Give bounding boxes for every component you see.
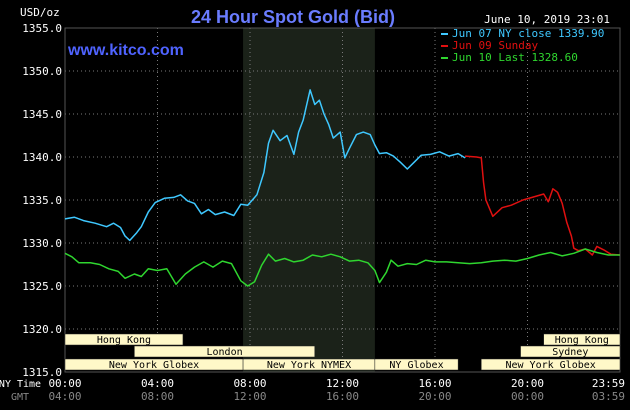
session-bar: Hong Kong [543,333,621,346]
session-bar-fill [481,358,621,371]
y-tick-label: 1320.0 [22,323,62,336]
x-tick-label: 03:59 [592,390,625,403]
session-bar: New York Globex [64,358,244,371]
series-line-jun09 [465,155,621,256]
x-tick-label: 23:59 [592,377,625,390]
x-tick-label: 12:00 [326,377,359,390]
session-label: Sydney [552,347,588,358]
x-tick-label: 08:00 [233,377,266,390]
session-bar-fill [64,333,184,346]
session-bar: New York Globex [481,358,621,371]
session-label: London [207,347,243,358]
session-bar: Sydney [520,345,621,358]
legend-entry: Jun 09 Sunday [452,39,538,52]
datetime-label: June 10, 2019 23:01 [484,13,610,26]
website-label: www.kitco.com [67,42,184,59]
y-tick-label: 1325.0 [22,280,62,293]
nymex-shaded-region [243,28,375,372]
x-tick-label: 04:00 [141,377,174,390]
x-tick-label: 12:00 [233,390,266,403]
plot-frame [64,27,621,373]
x-tick-label: 08:00 [141,390,174,403]
x-tick-label: 00:00 [48,377,81,390]
x-tick-label: 20:00 [511,377,544,390]
y-tick-label: 1335.0 [22,194,62,207]
session-label: New York NYMEX [267,360,351,371]
x-tick-label: 16:00 [326,390,359,403]
session-bar: New York NYMEX [242,358,376,371]
y-tick-label: 1340.0 [22,151,62,164]
session-bar: London [134,345,315,358]
y-tick-label: 1330.0 [22,237,62,250]
y-tick-label: 1355.0 [22,22,62,35]
session-bar: NY Globex [374,358,459,371]
session-bar-fill [520,345,621,358]
session-label: Hong Kong [555,335,609,346]
session-label: Hong Kong [97,335,151,346]
y-tick-label: 1350.0 [22,65,62,78]
legend-entry: Jun 07 NY close 1339.90 [452,27,604,40]
x-tick-label: 20:00 [418,390,451,403]
session-label: New York Globex [505,360,595,371]
unit-label: USD/oz [20,6,60,19]
session-bar-fill [374,358,459,371]
series-line-jun10 [64,248,620,287]
session-label: NY Globex [389,360,443,371]
x-tick-label: 16:00 [418,377,451,390]
x-axis-label-gmt: GMT [11,392,29,403]
y-tick-label: 1315.0 [22,366,62,379]
x-axis-label-nytime: NY Time [0,379,41,390]
session-bar: Hong Kong [64,333,184,346]
legend-entry: Jun 10 Last 1328.60 [452,51,578,64]
series-line-jun07 [64,89,466,242]
x-tick-label: 00:00 [511,390,544,403]
session-label: New York Globex [109,360,199,371]
x-tick-label: 04:00 [48,390,81,403]
session-bar-fill [543,333,621,346]
session-bar-fill [134,345,315,358]
y-tick-label: 1345.0 [22,108,62,121]
chart-title: 24 Hour Spot Gold (Bid) [191,7,395,27]
